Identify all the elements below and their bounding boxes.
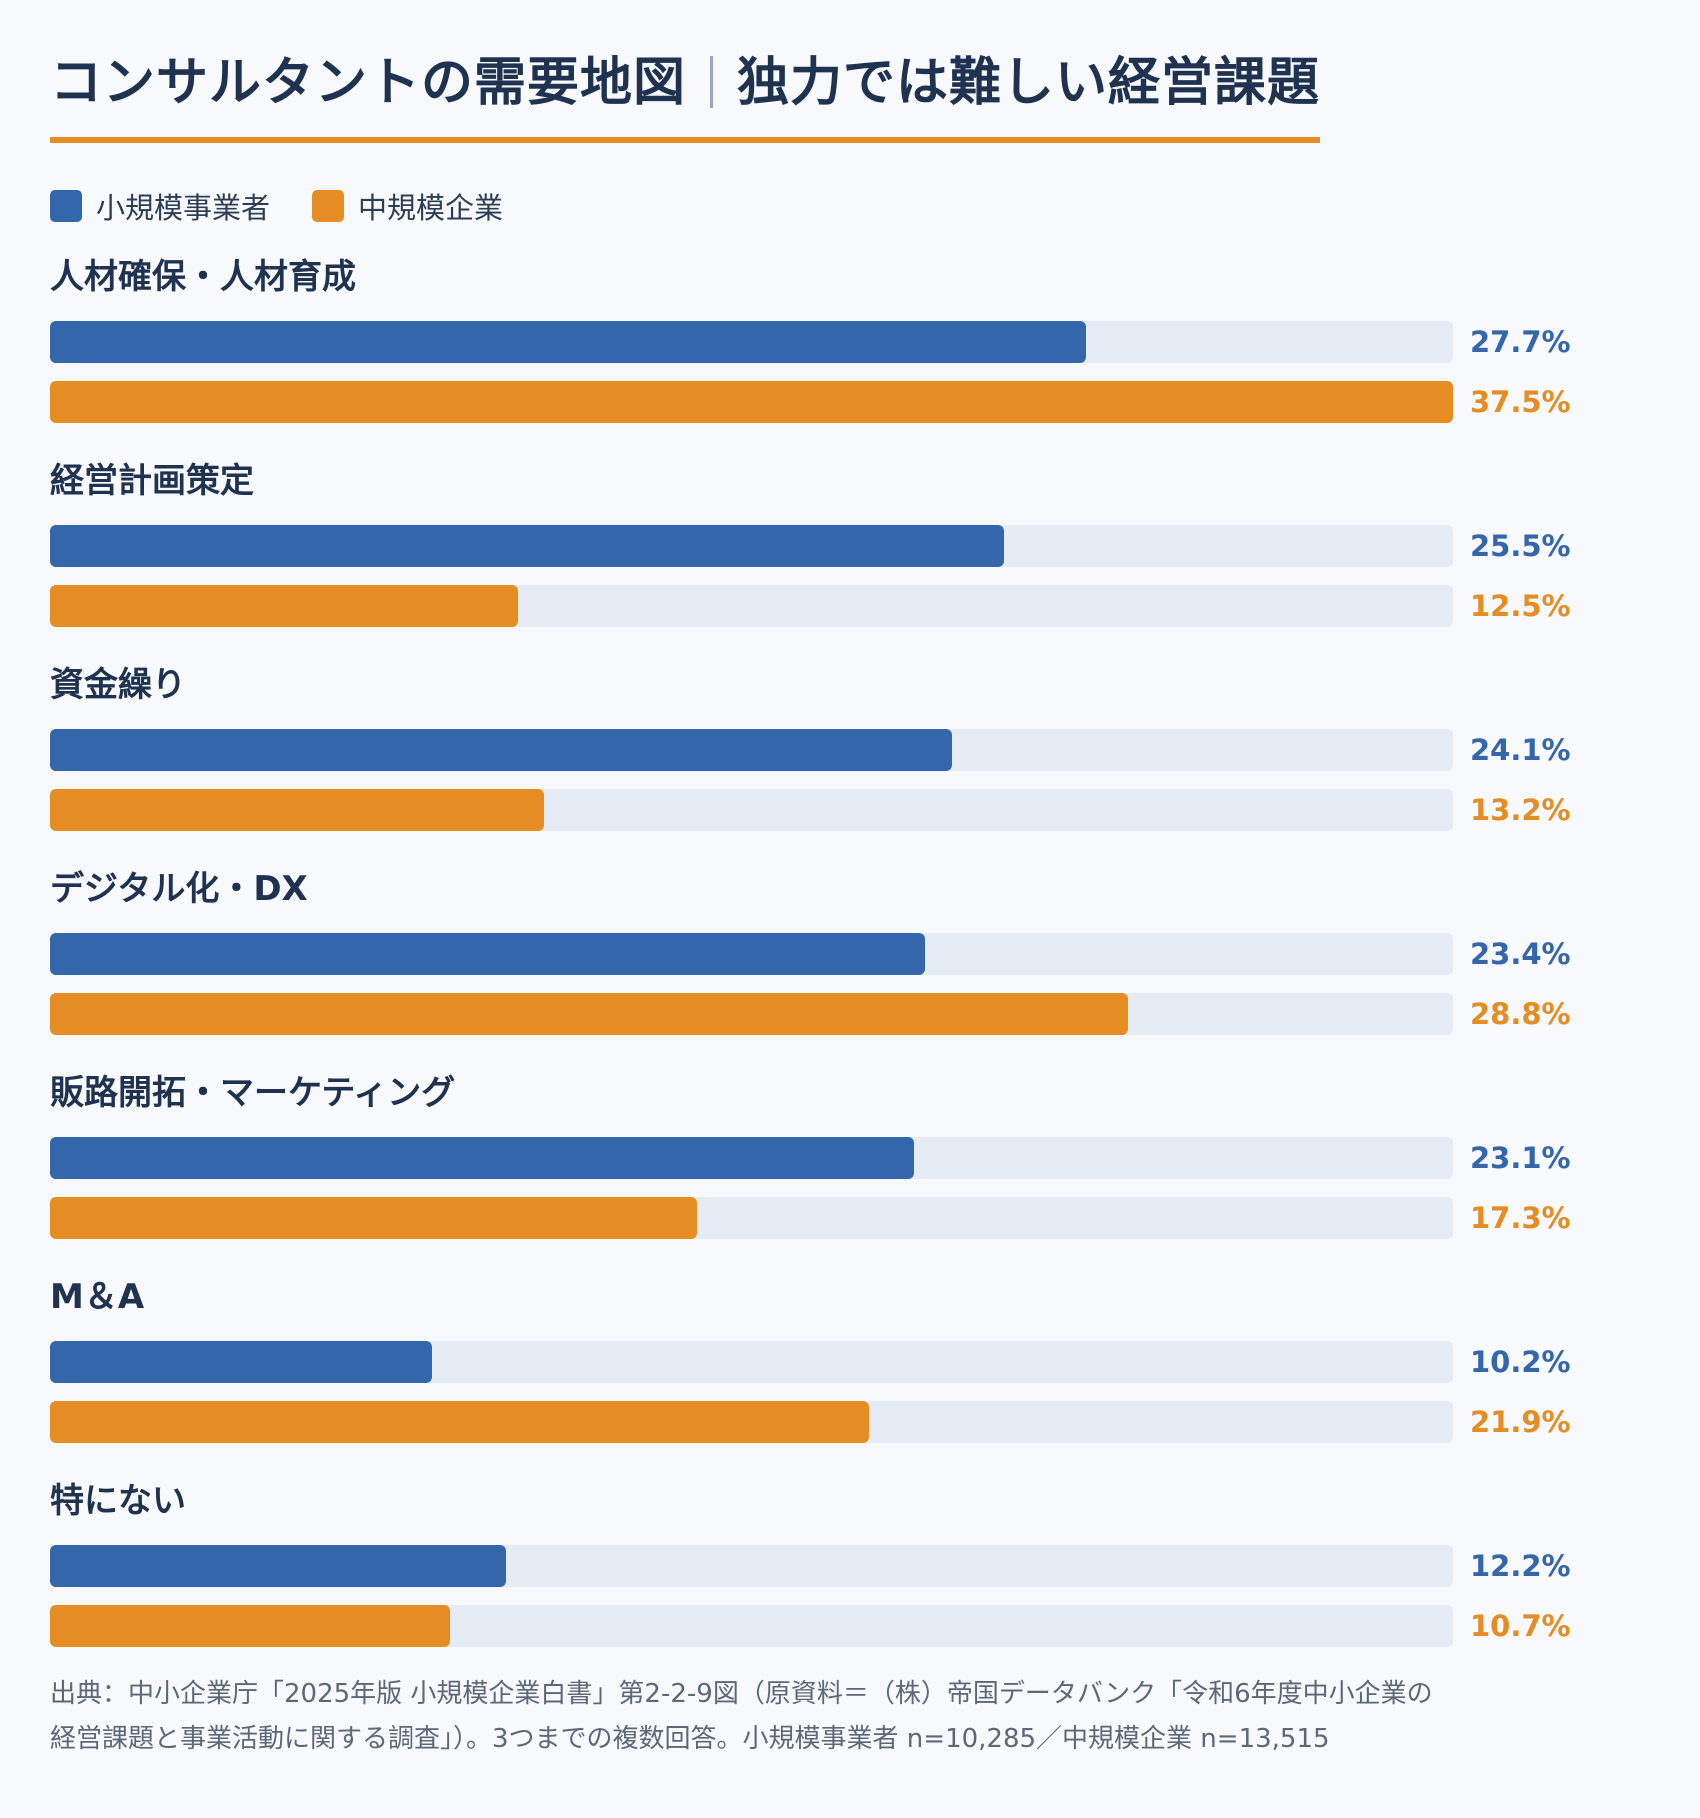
category-label: デジタル化・DX xyxy=(50,869,308,909)
category-label: M＆A xyxy=(50,1277,145,1317)
bar-small xyxy=(50,525,1004,567)
value-label-small: 23.1% xyxy=(1470,1141,1571,1175)
bar-row-small: 25.5% xyxy=(50,525,1650,567)
bar-medium xyxy=(50,381,1453,423)
category-label: 人材確保・人材育成 xyxy=(50,257,356,297)
category-label: 特にない xyxy=(50,1481,186,1521)
legend: 小規模事業者 中規模企業 xyxy=(50,185,1650,227)
value-label-small: 24.1% xyxy=(1470,733,1571,767)
chart-container: コンサルタントの需要地図 独力では難しい経営課題 小規模事業者 中規模企業 人材確… xyxy=(50,40,1650,1647)
category-group: デジタル化・DX 23.4% 28.8% xyxy=(50,869,1650,1035)
bar-track xyxy=(50,993,1453,1035)
bar-row-medium: 10.7% xyxy=(50,1605,1650,1647)
bar-row-small: 27.7% xyxy=(50,321,1650,363)
bar-medium xyxy=(50,1401,869,1443)
value-label-medium: 37.5% xyxy=(1470,385,1571,419)
category-group: 経営計画策定 25.5% 12.5% xyxy=(50,461,1650,627)
bar-medium xyxy=(50,585,518,627)
value-label-medium: 21.9% xyxy=(1470,1405,1571,1439)
value-label-small: 10.2% xyxy=(1470,1345,1571,1379)
bar-row-medium: 21.9% xyxy=(50,1401,1650,1443)
legend-label-medium: 中規模企業 xyxy=(358,191,504,225)
value-label-medium: 17.3% xyxy=(1470,1201,1571,1235)
bar-track xyxy=(50,1197,1453,1239)
bar-medium xyxy=(50,1605,450,1647)
bar-track xyxy=(50,1605,1453,1647)
bar-small xyxy=(50,1137,914,1179)
value-label-small: 23.4% xyxy=(1470,937,1571,971)
chart-body: 人材確保・人材育成 27.7% 37.5% 経営計画策定 25.5% 12.5% 資金繰り 2… xyxy=(50,257,1650,1647)
chart-title: コンサルタントの需要地図 独力では難しい経営課題 xyxy=(50,40,1321,143)
bar-row-medium: 13.2% xyxy=(50,789,1650,831)
category-group: 資金繰り 24.1% 13.2% xyxy=(50,665,1650,831)
bar-row-small: 23.4% xyxy=(50,933,1650,975)
legend-label-small: 小規模事業者 xyxy=(96,191,271,225)
bar-row-medium: 37.5% xyxy=(50,381,1650,423)
bar-track xyxy=(50,729,1453,771)
bar-row-medium: 12.5% xyxy=(50,585,1650,627)
category-group: 販路開拓・マーケティング 23.1% 17.3% xyxy=(50,1073,1650,1239)
value-label-medium: 10.7% xyxy=(1470,1609,1571,1643)
bar-medium xyxy=(50,993,1128,1035)
bar-track xyxy=(50,1401,1453,1443)
bar-track xyxy=(50,1545,1453,1587)
bar-row-small: 23.1% xyxy=(50,1137,1650,1179)
bar-small xyxy=(50,729,952,771)
bar-track xyxy=(50,585,1453,627)
title-sub: 独力では難しい経営課題 xyxy=(737,53,1321,113)
category-label: 販路開拓・マーケティング xyxy=(50,1073,456,1113)
value-label-medium: 28.8% xyxy=(1470,997,1571,1031)
title-main: コンサルタントの需要地図 xyxy=(50,53,687,113)
bar-small xyxy=(50,1545,506,1587)
category-label: 経営計画策定 xyxy=(50,461,254,501)
value-label-medium: 12.5% xyxy=(1470,589,1571,623)
bar-small xyxy=(50,321,1086,363)
bar-track xyxy=(50,525,1453,567)
bar-track xyxy=(50,321,1453,363)
legend-item-medium: 中規模企業 xyxy=(312,185,503,227)
source-note: 出典：中小企業庁「2025年版 小規模企業白書」第2-2-9図（原資料＝（株）帝… xyxy=(50,1672,1650,1762)
bar-track xyxy=(50,1341,1453,1383)
bar-track xyxy=(50,933,1453,975)
bar-track xyxy=(50,381,1453,423)
bar-row-small: 24.1% xyxy=(50,729,1650,771)
value-label-small: 12.2% xyxy=(1470,1549,1571,1583)
bar-row-small: 12.2% xyxy=(50,1545,1650,1587)
bar-medium xyxy=(50,789,544,831)
bar-track xyxy=(50,1137,1453,1179)
bar-small xyxy=(50,933,925,975)
value-label-small: 25.5% xyxy=(1470,529,1571,563)
title-separator xyxy=(710,56,714,108)
category-group: M＆A 10.2% 21.9% xyxy=(50,1277,1650,1443)
source-line-2: 経営課題と事業活動に関する調査」）。3つまでの複数回答。小規模事業者 n=10,… xyxy=(50,1724,1330,1754)
bar-small xyxy=(50,1341,432,1383)
bar-row-medium: 28.8% xyxy=(50,993,1650,1035)
legend-swatch-medium xyxy=(312,190,345,222)
source-line-1: 出典：中小企業庁「2025年版 小規模企業白書」第2-2-9図（原資料＝（株）帝… xyxy=(50,1679,1433,1709)
legend-item-small: 小規模事業者 xyxy=(50,185,270,227)
category-label: 資金繰り xyxy=(50,665,186,705)
bar-medium xyxy=(50,1197,697,1239)
bar-row-medium: 17.3% xyxy=(50,1197,1650,1239)
legend-swatch-small xyxy=(50,190,82,222)
bar-track xyxy=(50,789,1453,831)
bar-row-small: 10.2% xyxy=(50,1341,1650,1383)
category-group: 人材確保・人材育成 27.7% 37.5% xyxy=(50,257,1650,423)
value-label-medium: 13.2% xyxy=(1470,793,1571,827)
value-label-small: 27.7% xyxy=(1470,325,1571,359)
category-group: 特にない 12.2% 10.7% xyxy=(50,1481,1650,1647)
